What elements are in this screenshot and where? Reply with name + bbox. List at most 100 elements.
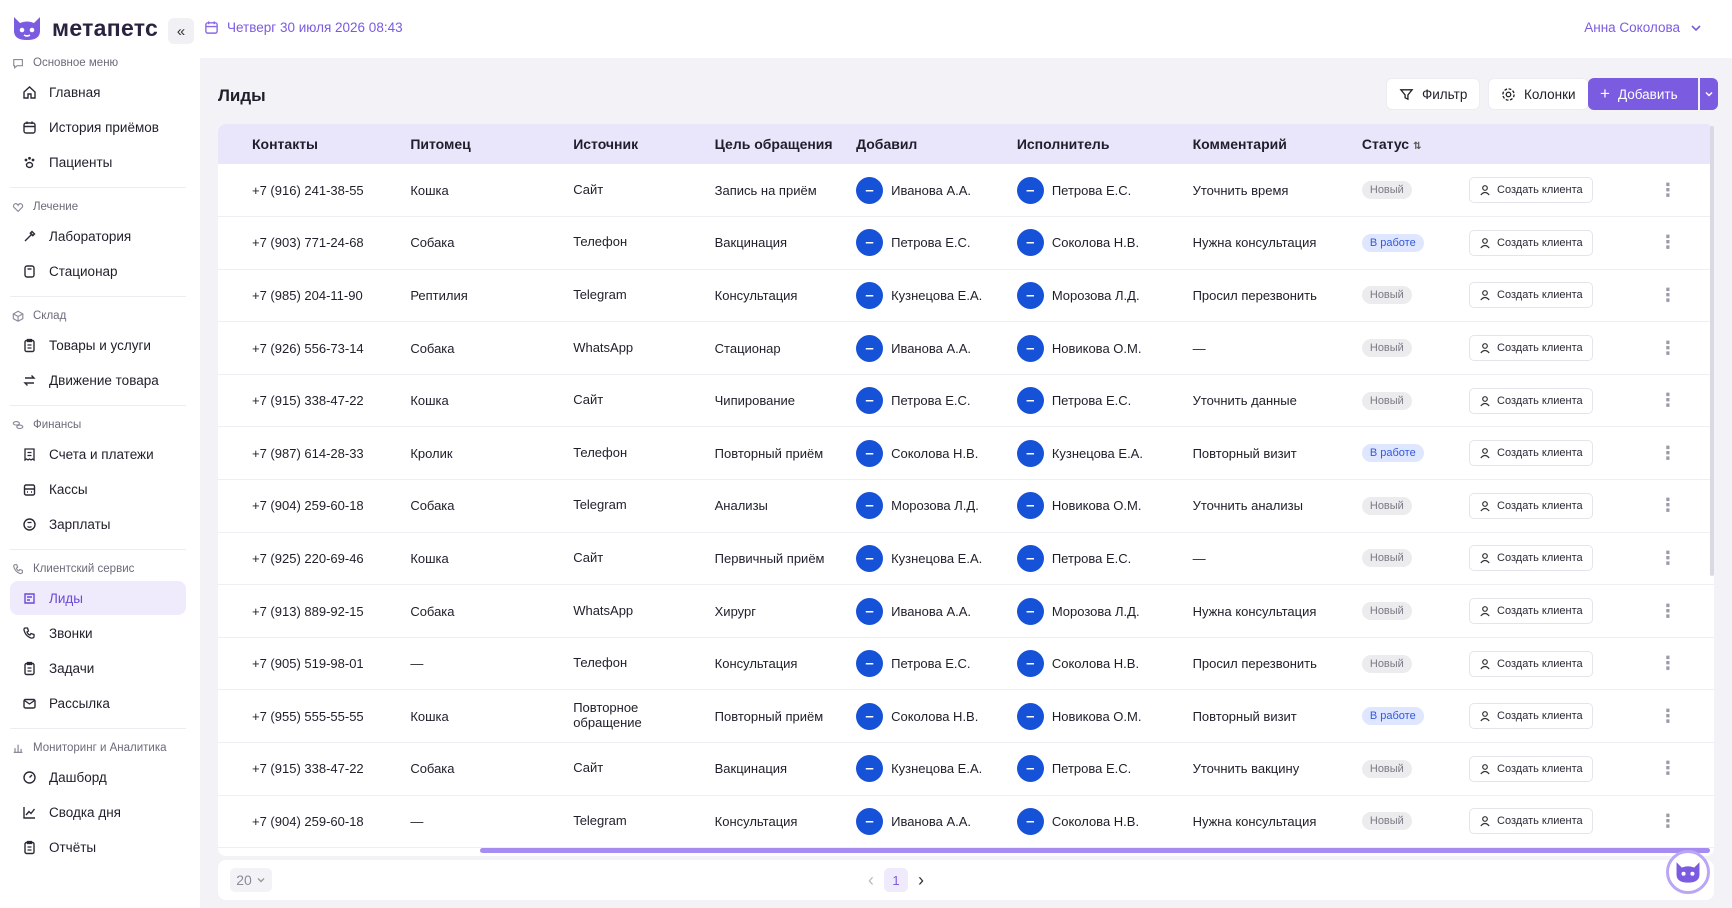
lead-icon [24, 592, 35, 604]
row-menu-button[interactable]: ⋮ [1621, 164, 1714, 218]
main-content: Лиды Фильтр Колонки + Добавить [200, 58, 1732, 908]
user-menu[interactable]: Анна Соколова [1584, 20, 1702, 35]
avatar: – [856, 439, 884, 467]
sidebar-item[interactable]: История приёмов [10, 110, 186, 144]
create-client-button[interactable]: Создать клиента [1469, 808, 1593, 835]
sidebar-item[interactable]: Задачи [10, 651, 186, 685]
create-client-button[interactable]: Создать клиента [1469, 598, 1593, 625]
cell-contact[interactable]: +7 (913) 889-92-15 [218, 584, 403, 638]
cell-contact[interactable]: +7 (915) 338-47-22 [218, 742, 403, 796]
row-menu-button[interactable]: ⋮ [1621, 795, 1714, 849]
cell-pet: Кошка [402, 689, 566, 744]
person-name: Иванова А.А. [891, 603, 972, 619]
row-menu-button[interactable]: ⋮ [1621, 532, 1714, 586]
row-menu-button[interactable]: ⋮ [1621, 426, 1714, 481]
add-dropdown-button[interactable] [1700, 78, 1718, 110]
avatar: – [856, 229, 884, 257]
create-client-label: Создать клиента [1497, 289, 1583, 302]
kebab-icon: ⋮ [1658, 442, 1677, 463]
table-row[interactable]: +7 (903) 771-24-68 Собака Телефон Вакцинаци… [218, 216, 1714, 270]
prev-page-icon[interactable]: ‹ [868, 869, 874, 890]
cell-contact[interactable]: +7 (985) 204-11-90 [218, 269, 403, 323]
create-client-button[interactable]: Создать клиента [1469, 229, 1593, 256]
sidebar-item[interactable]: Рассылка [10, 686, 186, 720]
home-icon [23, 85, 36, 99]
horizontal-scrollbar[interactable] [480, 848, 1710, 853]
cell-goal: Вакцинация [706, 742, 849, 796]
cell-contact[interactable]: +7 (903) 771-24-68 [218, 216, 403, 270]
create-client-button[interactable]: Создать клиента [1469, 703, 1593, 730]
sidebar-item[interactable]: Пациенты [10, 145, 186, 179]
table-row[interactable]: +7 (915) 338-47-22 Собака Сайт Вакцинация – К… [218, 742, 1714, 796]
table-row[interactable]: +7 (905) 519-98-01— Телефон Консультация – П… [218, 637, 1714, 691]
sidebar-item[interactable]: Дашборд [10, 760, 186, 794]
create-client-button[interactable]: Создать клиента [1469, 387, 1593, 414]
table-row[interactable]: +7 (955) 555-55-55 Кошка Повторное обращен… [218, 689, 1714, 744]
columns-button[interactable]: Колонки [1488, 78, 1589, 110]
sidebar-item[interactable]: Лаборатория [10, 219, 186, 253]
cell-contact[interactable]: +7 (987) 614-28-33 [218, 426, 403, 481]
create-client-button[interactable]: Создать клиента [1469, 177, 1593, 204]
row-menu-button[interactable]: ⋮ [1621, 584, 1714, 638]
create-client-button[interactable]: Создать клиента [1469, 755, 1593, 782]
user-name: Анна Соколова [1584, 20, 1680, 35]
create-client-button[interactable]: Создать клиента [1469, 440, 1593, 467]
cell-contact[interactable]: +7 (955) 555-55-55 [218, 689, 403, 744]
cell-source: Сайт [565, 164, 707, 218]
cell-contact[interactable]: +7 (926) 556-73-14 [218, 321, 403, 375]
nav-section-title: Лечение [0, 196, 200, 218]
sidebar-item[interactable]: Стационар [10, 254, 186, 288]
filter-button[interactable]: Фильтр [1386, 78, 1481, 110]
table-row[interactable]: +7 (904) 259-60-18— Telegram Консультация –… [218, 795, 1714, 849]
row-menu-button[interactable]: ⋮ [1621, 321, 1714, 375]
table-row[interactable]: +7 (916) 241-38-55 Кошка Сайт Запись на при… [218, 164, 1714, 218]
table-row[interactable]: +7 (904) 259-60-18 Собака Telegram Анализы –… [218, 479, 1714, 533]
create-client-button[interactable]: Создать клиента [1469, 335, 1593, 362]
vertical-scrollbar[interactable] [1710, 126, 1714, 576]
cell-assignee: – Петрова Е.С. [1008, 164, 1185, 218]
cell-source: Повторное обращение [565, 689, 707, 744]
row-menu-button[interactable]: ⋮ [1621, 374, 1714, 428]
sidebar-item[interactable]: Лиды [10, 581, 186, 615]
header-status[interactable]: Статус ⇅ [1354, 124, 1461, 164]
row-menu-button[interactable]: ⋮ [1621, 216, 1714, 270]
sidebar-item[interactable]: Отчёты [10, 830, 186, 864]
cell-contact[interactable]: +7 (925) 220-69-46 [218, 532, 403, 586]
page-size-select[interactable]: 20 [230, 868, 272, 892]
sidebar-item[interactable]: Звонки [10, 616, 186, 650]
cell-contact[interactable]: +7 (915) 338-47-22 [218, 374, 403, 428]
sidebar-item[interactable]: Сводка дня [10, 795, 186, 829]
row-menu-button[interactable]: ⋮ [1621, 689, 1714, 744]
table-row[interactable]: +7 (913) 889-92-15 Собака WhatsApp Хирург – И… [218, 584, 1714, 638]
sidebar-item[interactable]: Движение товара [10, 363, 186, 397]
logo[interactable]: метапетс [10, 12, 158, 44]
row-menu-button[interactable]: ⋮ [1621, 742, 1714, 796]
next-page-icon[interactable]: › [918, 869, 924, 890]
create-client-button[interactable]: Создать клиента [1469, 650, 1593, 677]
sidebar-item[interactable]: Главная [10, 75, 186, 109]
table-row[interactable]: +7 (985) 204-11-90 Рептилия Telegram Консул… [218, 269, 1714, 323]
table-row[interactable]: +7 (915) 338-47-22 Кошка Сайт Чипирование – П… [218, 374, 1714, 428]
cell-contact[interactable]: +7 (916) 241-38-55 [218, 164, 403, 218]
assistant-bot-button[interactable] [1666, 850, 1710, 894]
gear-icon [1502, 87, 1515, 101]
row-menu-button[interactable]: ⋮ [1621, 269, 1714, 323]
row-menu-button[interactable]: ⋮ [1621, 479, 1714, 533]
table-row[interactable]: +7 (926) 556-73-14 Собака WhatsApp Стациона… [218, 321, 1714, 375]
cell-contact[interactable]: +7 (904) 259-60-18 [218, 795, 403, 849]
create-client-button[interactable]: Создать клиента [1469, 492, 1593, 519]
sidebar-item[interactable]: Кассы [10, 472, 186, 506]
row-menu-button[interactable]: ⋮ [1621, 637, 1714, 691]
cell-contact[interactable]: +7 (905) 519-98-01 [218, 637, 403, 691]
create-client-button[interactable]: Создать клиента [1469, 545, 1593, 572]
table-row[interactable]: +7 (925) 220-69-46 Кошка Сайт Первичный при… [218, 532, 1714, 586]
table-row[interactable]: +7 (987) 614-28-33 Кролик Телефон Повторный… [218, 426, 1714, 481]
add-button[interactable]: + Добавить [1588, 78, 1698, 110]
sidebar-item[interactable]: Зарплаты [10, 507, 186, 541]
sidebar-item[interactable]: Товары и услуги [10, 328, 186, 362]
create-client-button[interactable]: Создать клиента [1469, 282, 1593, 309]
sidebar-item[interactable]: Счета и платежи [10, 437, 186, 471]
current-page[interactable]: 1 [884, 868, 908, 892]
cell-contact[interactable]: +7 (904) 259-60-18 [218, 479, 403, 533]
collapse-sidebar-button[interactable]: « [168, 18, 194, 44]
